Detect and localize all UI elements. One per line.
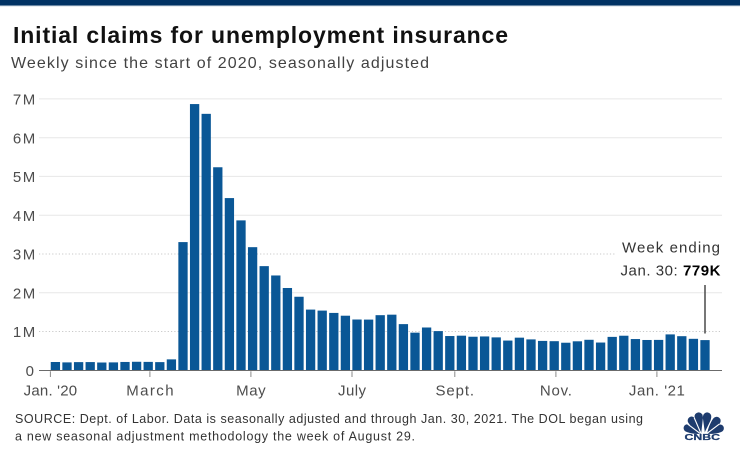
svg-text:Sept.: Sept. [436,382,475,399]
svg-text:6M: 6M [13,130,35,147]
svg-text:Weekly since the start of 2020: Weekly since the start of 2020, seasonal… [11,55,429,72]
svg-text:5M: 5M [13,169,35,186]
svg-text:a new seasonal adjustment meth: a new seasonal adjustment methodology th… [15,429,415,443]
svg-text:Jan. 30: 779K: Jan. 30: 779K [621,262,721,279]
svg-text:SOURCE: Dept. of Labor. Data i: SOURCE: Dept. of Labor. Data is seasonal… [15,412,643,426]
svg-text:Jan. '20: Jan. '20 [24,382,78,399]
svg-text:Jan. '21: Jan. '21 [629,382,685,399]
svg-text:4M: 4M [13,208,35,225]
svg-text:Nov.: Nov. [540,382,572,399]
svg-text:CNBC: CNBC [685,432,721,442]
svg-text:7M: 7M [13,92,35,109]
svg-text:2M: 2M [13,286,35,303]
svg-text:0: 0 [26,363,34,380]
svg-text:Week ending: Week ending [622,239,720,256]
svg-text:July: July [338,382,367,399]
svg-text:March: March [126,382,173,399]
svg-text:Initial claims for unemploymen: Initial claims for unemployment insuranc… [13,22,508,48]
svg-text:1M: 1M [13,324,35,341]
svg-text:May: May [236,382,266,399]
svg-text:3M: 3M [13,247,35,264]
